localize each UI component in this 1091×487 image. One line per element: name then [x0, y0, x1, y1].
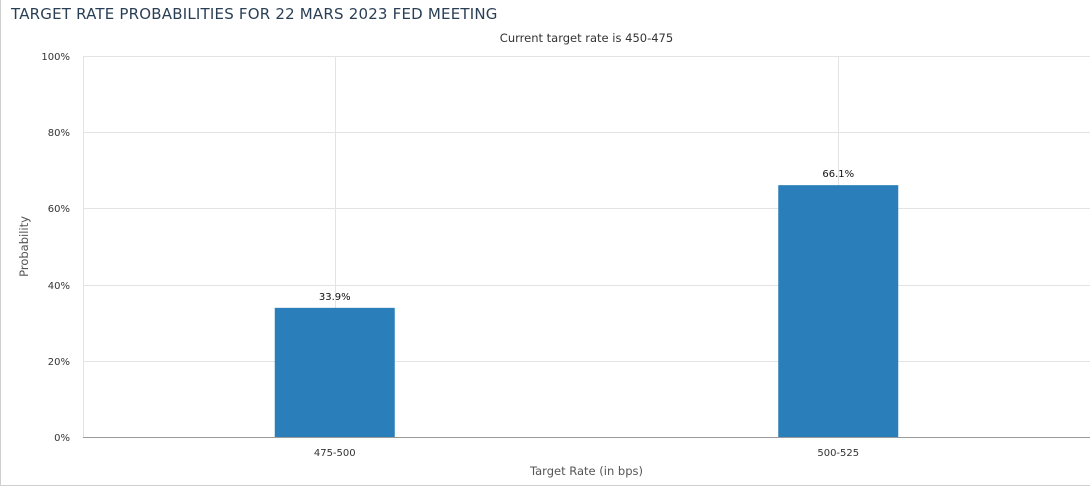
- y-tick-label: 20%: [48, 357, 70, 368]
- bars: [274, 185, 899, 437]
- chart-subtitle: Current target rate is 450-475: [500, 31, 673, 45]
- y-tick-label: 100%: [41, 52, 70, 63]
- y-axis-title: Probability: [17, 216, 31, 277]
- data-label: 33.9%: [319, 292, 351, 303]
- grid-lines: [83, 56, 1090, 437]
- y-tick-label: 80%: [48, 128, 70, 139]
- bar-475-500[interactable]: [274, 307, 395, 437]
- x-axis-title: Target Rate (in bps): [529, 464, 643, 478]
- x-tick-label: 475-500: [314, 448, 356, 459]
- y-tick-label: 40%: [48, 281, 70, 292]
- y-tick-label: 60%: [48, 204, 70, 215]
- x-tick-label: 500-525: [817, 448, 859, 459]
- y-tick-labels: 0% 20% 40% 60% 80% 100%: [41, 52, 70, 444]
- data-labels: 33.9% 66.1%: [319, 169, 854, 303]
- data-label: 66.1%: [822, 169, 854, 180]
- x-tick-labels: 475-500 500-525: [314, 448, 859, 459]
- chart-title: TARGET RATE PROBABILITIES FOR 22 MARS 20…: [11, 5, 498, 23]
- y-tick-label: 0%: [54, 433, 70, 444]
- bar-500-525[interactable]: [778, 185, 899, 437]
